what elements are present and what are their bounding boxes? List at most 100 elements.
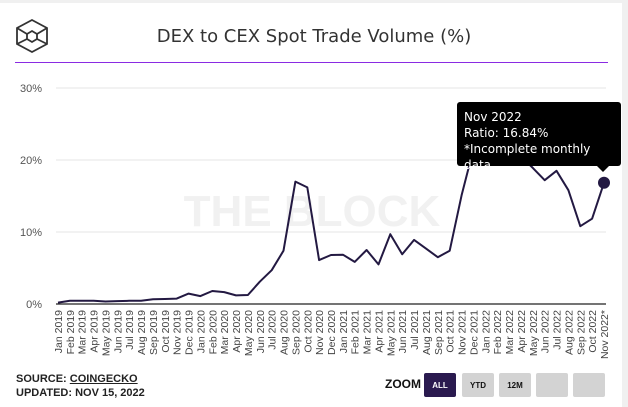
data-point[interactable] [353, 260, 357, 264]
tooltip-date: Nov 2022 [464, 110, 522, 124]
data-point[interactable] [543, 178, 547, 182]
data-point[interactable] [436, 255, 440, 259]
x-tick-label: Feb 2022 [492, 310, 504, 355]
x-tick-label: Nov 2019 [172, 310, 184, 355]
data-point[interactable] [282, 249, 286, 253]
x-tick-label: Dec 2019 [184, 310, 196, 355]
cube-logo-icon [16, 18, 48, 54]
data-point[interactable] [127, 299, 131, 303]
data-point[interactable] [198, 294, 202, 298]
y-tick-label: 30% [20, 83, 42, 95]
data-point[interactable] [246, 293, 250, 297]
data-point[interactable] [92, 299, 96, 303]
x-tick-label: Apr 2021 [373, 310, 385, 353]
data-point[interactable] [365, 248, 369, 252]
data-point[interactable] [376, 262, 380, 266]
x-tick-label: Sep 2019 [148, 310, 160, 355]
x-tick-label: Jan 2020 [195, 310, 207, 353]
data-point[interactable] [293, 180, 297, 184]
data-point[interactable] [329, 253, 333, 257]
y-tick-label: 20% [20, 155, 42, 167]
chart-title: DEX to CEX Spot Trade Volume (%) [156, 26, 472, 47]
data-point[interactable] [56, 301, 60, 305]
data-point[interactable] [412, 238, 416, 242]
x-tick-label: Oct 2022 [587, 310, 599, 353]
x-tick-label: Mar 2020 [219, 310, 231, 355]
tooltip-ratio: Ratio: 16.84% [464, 126, 549, 140]
data-point[interactable] [590, 217, 594, 221]
x-tick-label: Jun 2022 [540, 310, 552, 353]
zoom-button-4[interactable] [536, 373, 568, 397]
zoom-ytd-button[interactable]: YTD [462, 373, 494, 397]
data-point[interactable] [388, 232, 392, 236]
x-tick-label: Dec 2020 [326, 310, 338, 355]
x-tick-label: Jul 2021 [409, 310, 421, 350]
source-label: SOURCE: [16, 373, 70, 385]
source-link[interactable]: COINGECKO [69, 373, 138, 385]
data-point[interactable] [460, 193, 464, 197]
x-tick-label: Oct 2021 [445, 310, 457, 353]
tooltip-note: *Incomplete monthly data [464, 142, 591, 172]
x-tick-label: Oct 2019 [160, 310, 172, 353]
data-point[interactable] [424, 247, 428, 251]
tooltip: Nov 2022 Ratio: 16.84% *Incomplete month… [457, 102, 621, 172]
x-tick-label: May 2019 [100, 310, 112, 356]
data-point[interactable] [80, 299, 84, 303]
zoom-button-5[interactable] [573, 373, 605, 397]
x-tick-label: Nov 2022* [599, 310, 611, 359]
data-point[interactable] [222, 290, 226, 294]
x-tick-label: Feb 2019 [65, 310, 77, 355]
x-tick-label: May 2021 [385, 310, 397, 356]
x-tick-label: Sep 2022 [575, 310, 587, 355]
data-point[interactable] [151, 297, 155, 301]
data-point[interactable] [270, 268, 274, 272]
data-point[interactable] [566, 188, 570, 192]
y-tick-label: 10% [20, 227, 42, 239]
zoom-12m-button[interactable]: 12M [499, 373, 531, 397]
data-point[interactable] [258, 280, 262, 284]
x-tick-label: Jun 2021 [397, 310, 409, 353]
x-tick-label: Feb 2020 [207, 310, 219, 355]
title-divider [15, 62, 608, 63]
data-point[interactable] [234, 293, 238, 297]
x-tick-label: Mar 2019 [77, 310, 89, 355]
x-tick-label: Feb 2021 [350, 310, 362, 355]
x-tick-label: Mar 2021 [362, 310, 374, 355]
x-tick-label: Jul 2022 [552, 310, 564, 350]
x-tick-label: Sep 2020 [290, 310, 302, 355]
x-tick-label: May 2020 [243, 310, 255, 356]
data-point[interactable] [341, 253, 345, 257]
source-info: SOURCE: COINGECKO UPDATED: NOV 15, 2022 [16, 372, 145, 400]
x-tick-label: Apr 2022 [516, 310, 528, 353]
data-point[interactable] [448, 249, 452, 253]
zoom-all-button[interactable]: ALL [424, 373, 456, 397]
x-tick-label: May 2022 [528, 310, 540, 356]
x-tick-label: Aug 2020 [279, 310, 291, 355]
data-point[interactable] [139, 299, 143, 303]
x-tick-label: Jun 2019 [112, 310, 124, 353]
highlighted-data-point[interactable] [598, 176, 610, 189]
data-point[interactable] [187, 292, 191, 296]
x-tick-label: Jun 2020 [255, 310, 267, 353]
x-tick-label: Jul 2019 [124, 310, 136, 350]
x-tick-label: Aug 2022 [563, 310, 575, 355]
x-tick-label: Jul 2020 [267, 310, 279, 350]
data-point[interactable] [103, 299, 107, 303]
data-point[interactable] [305, 185, 309, 189]
data-point[interactable] [400, 252, 404, 256]
x-tick-label: Dec 2021 [468, 310, 480, 355]
x-tick-label: Oct 2020 [302, 310, 314, 353]
x-tick-label: Nov 2021 [457, 310, 469, 355]
x-tick-label: Apr 2020 [231, 310, 243, 353]
data-point[interactable] [210, 289, 214, 293]
x-tick-label: Apr 2019 [89, 310, 101, 353]
data-point[interactable] [163, 297, 167, 301]
data-point[interactable] [317, 258, 321, 262]
data-point[interactable] [115, 299, 119, 303]
data-point[interactable] [68, 299, 72, 303]
x-tick-label: Jan 2019 [53, 310, 65, 353]
data-point[interactable] [175, 297, 179, 301]
y-tick-label: 0% [26, 299, 42, 311]
data-point[interactable] [578, 224, 582, 228]
